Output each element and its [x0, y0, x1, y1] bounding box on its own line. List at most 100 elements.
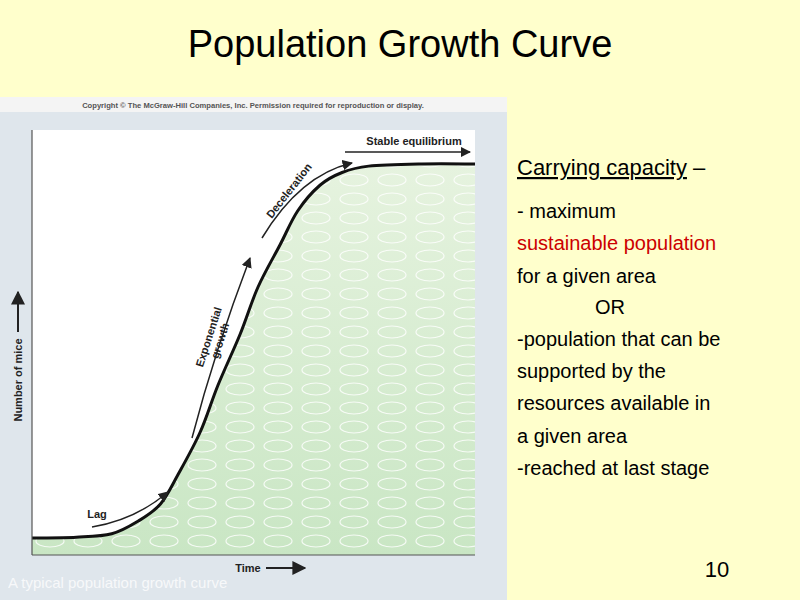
mouse-shape — [112, 212, 140, 224]
mouse-shape — [378, 478, 406, 490]
mouse-shape — [302, 440, 330, 452]
mouse-shape — [378, 345, 406, 357]
mouse-shape — [416, 269, 444, 281]
mouse-shape — [454, 269, 475, 281]
mouse-shape — [74, 193, 102, 205]
side-text-run: a given area — [517, 425, 628, 447]
mouse-shape — [150, 345, 178, 357]
copyright: Copyright © The McGraw-Hill Companies, I… — [82, 101, 424, 110]
chart-image — [0, 97, 507, 600]
mouse-shape — [226, 383, 254, 395]
x-axis — [32, 554, 475, 555]
mouse-shape — [74, 421, 102, 433]
mouse-shape — [150, 459, 178, 471]
mouse-shape — [264, 402, 292, 414]
mouse-shape — [36, 307, 64, 319]
mouse-shape — [36, 478, 64, 490]
mouse-shape — [378, 421, 406, 433]
mouse-shape — [150, 174, 178, 186]
side-text-run: - maximum — [517, 200, 616, 222]
mouse-shape — [340, 459, 368, 471]
mouse-shape — [378, 440, 406, 452]
mouse-shape — [74, 383, 102, 395]
mouse-shape — [454, 516, 475, 528]
mouse-shape — [378, 402, 406, 414]
mouse-shape — [226, 212, 254, 224]
mice-pattern — [36, 136, 475, 547]
mouse-shape — [112, 497, 140, 509]
mouse-shape — [454, 231, 475, 243]
mouse-shape — [226, 193, 254, 205]
mouse-shape — [378, 497, 406, 509]
side-text-line: for a given area — [517, 265, 657, 287]
mouse-shape — [74, 250, 102, 262]
mouse-shape — [416, 212, 444, 224]
mouse-shape — [74, 402, 102, 414]
mouse-shape — [188, 136, 216, 148]
mouse-shape — [378, 212, 406, 224]
mouse-shape — [74, 136, 102, 148]
side-text-line: Carrying capacity – — [517, 155, 706, 180]
mouse-shape — [112, 155, 140, 167]
mouse-shape — [416, 326, 444, 338]
area-under-curve — [32, 164, 475, 555]
mouse-shape — [378, 250, 406, 262]
mouse-shape — [112, 402, 140, 414]
mouse-shape — [302, 231, 330, 243]
mouse-shape — [340, 212, 368, 224]
mouse-shape — [340, 288, 368, 300]
mouse-shape — [302, 402, 330, 414]
mouse-shape — [340, 307, 368, 319]
mouse-shape — [454, 421, 475, 433]
mouse-shape — [226, 402, 254, 414]
mouse-shape — [226, 269, 254, 281]
side-text-run: Carrying capacity — [517, 155, 687, 180]
mouse-shape — [36, 250, 64, 262]
mouse-shape — [36, 288, 64, 300]
side-text-line: supported by the — [517, 360, 666, 382]
mouse-shape — [36, 383, 64, 395]
mouse-shape — [188, 269, 216, 281]
side-text-line: - maximum — [517, 200, 616, 222]
y-axis — [31, 130, 32, 555]
mouse-shape — [74, 155, 102, 167]
mouse-shape — [150, 535, 178, 547]
copyright-strip — [0, 97, 507, 112]
annotation: Stable equilibrium — [366, 135, 462, 147]
mouse-shape — [74, 307, 102, 319]
mouse-shape — [226, 535, 254, 547]
mouse-shape — [226, 288, 254, 300]
side-text-run: -population that can be — [517, 328, 721, 350]
side-text-run: -reached at last stage — [517, 457, 709, 479]
mouse-shape — [112, 288, 140, 300]
mouse-shape — [416, 231, 444, 243]
mouse-shape — [226, 478, 254, 490]
plot-marks — [32, 136, 475, 555]
mouse-shape — [74, 440, 102, 452]
mouse-shape — [112, 307, 140, 319]
mouse-shape — [188, 383, 216, 395]
mouse-shape — [36, 193, 64, 205]
mouse-shape — [112, 364, 140, 376]
mouse-shape — [150, 212, 178, 224]
mouse-shape — [36, 459, 64, 471]
mouse-shape — [264, 440, 292, 452]
mouse-shape — [340, 250, 368, 262]
mouse-shape — [36, 402, 64, 414]
mouse-shape — [378, 288, 406, 300]
mouse-shape — [226, 440, 254, 452]
mouse-shape — [36, 497, 64, 509]
mouse-shape — [378, 307, 406, 319]
mouse-shape — [188, 478, 216, 490]
mouse-shape — [36, 345, 64, 357]
mouse-shape — [264, 136, 292, 148]
mouse-shape — [36, 269, 64, 281]
mouse-shape — [188, 250, 216, 262]
mouse-shape — [74, 345, 102, 357]
mouse-shape — [264, 269, 292, 281]
mouse-shape — [302, 288, 330, 300]
side-text-run: for a given area — [517, 265, 657, 287]
mouse-shape — [416, 440, 444, 452]
mouse-shape — [36, 421, 64, 433]
mouse-shape — [264, 364, 292, 376]
